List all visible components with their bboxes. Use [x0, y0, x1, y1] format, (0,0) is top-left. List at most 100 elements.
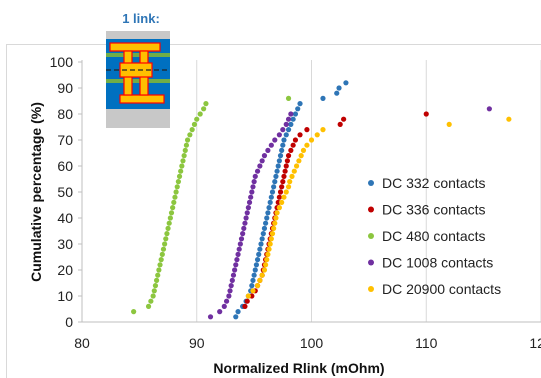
data-point	[175, 179, 181, 185]
data-point	[279, 147, 285, 153]
y-tick-label: 20	[57, 262, 73, 278]
data-point	[263, 220, 269, 226]
data-point	[131, 309, 137, 315]
data-point	[164, 231, 170, 237]
data-point	[336, 85, 342, 91]
data-point	[265, 210, 271, 216]
data-point	[277, 189, 284, 195]
data-point	[150, 293, 156, 299]
data-point	[187, 132, 193, 138]
data-point	[300, 147, 307, 153]
data-point	[166, 220, 172, 226]
inset-title: 1 link:	[122, 11, 160, 26]
x-tick-label: 90	[189, 335, 205, 351]
data-point	[158, 257, 164, 263]
y-tick-label: 100	[50, 54, 74, 70]
data-point	[290, 142, 296, 148]
data-point	[155, 272, 161, 278]
legend-label: DC 480 contacts	[382, 228, 486, 244]
data-point	[244, 298, 250, 304]
data-point	[237, 241, 243, 247]
data-point	[295, 106, 301, 112]
data-point	[261, 225, 268, 231]
data-point	[277, 153, 284, 159]
data-point	[245, 293, 251, 299]
data-point	[242, 220, 248, 226]
data-point	[250, 288, 256, 294]
data-point	[279, 184, 285, 190]
x-tick-label: 110	[415, 335, 438, 351]
data-point	[268, 142, 274, 148]
x-tick-label: 100	[300, 335, 324, 351]
data-point	[183, 142, 190, 148]
data-point	[248, 194, 254, 200]
legend-label: DC 1008 contacts	[382, 255, 493, 271]
data-point	[238, 236, 245, 242]
data-point	[232, 267, 238, 273]
data-point	[284, 158, 291, 164]
data-point	[156, 267, 162, 273]
x-tick-label: 120	[529, 335, 541, 351]
data-point	[273, 215, 279, 221]
data-point	[272, 179, 278, 185]
legend-label: DC 336 contacts	[382, 202, 486, 218]
data-point	[281, 173, 287, 179]
data-point	[145, 303, 152, 309]
y-tick-label: 90	[57, 80, 73, 96]
data-point	[263, 262, 269, 268]
data-point	[259, 158, 265, 164]
data-point	[257, 246, 263, 252]
legend-label: DC 332 contacts	[382, 175, 486, 191]
data-point	[162, 241, 168, 247]
data-point	[265, 251, 271, 257]
data-point	[283, 121, 289, 127]
data-point	[265, 147, 271, 153]
data-point	[308, 137, 315, 143]
data-point	[276, 205, 282, 211]
data-point	[207, 314, 214, 320]
data-point	[182, 147, 188, 153]
contact-center	[119, 62, 153, 78]
data-point	[201, 106, 207, 112]
data-point	[264, 215, 270, 221]
data-point	[285, 95, 292, 101]
data-point	[250, 277, 256, 283]
data-point	[160, 246, 167, 252]
data-point	[290, 116, 296, 122]
data-point	[194, 116, 200, 122]
data-point	[285, 127, 292, 133]
legend-marker	[368, 286, 374, 292]
data-point	[266, 246, 272, 252]
data-point	[285, 116, 292, 122]
data-point	[229, 277, 235, 283]
data-point	[227, 288, 233, 294]
data-point	[283, 189, 289, 195]
data-point	[203, 101, 209, 107]
data-point	[157, 262, 163, 268]
data-point	[234, 257, 240, 263]
data-point	[189, 127, 195, 133]
data-point	[276, 158, 282, 164]
data-point	[292, 111, 299, 117]
data-point	[151, 288, 157, 294]
data-point	[254, 257, 261, 263]
data-point	[148, 298, 154, 304]
data-point	[256, 251, 262, 257]
data-point	[252, 173, 258, 179]
contact-link-diagram	[106, 31, 170, 128]
link-bar-bottom	[119, 94, 165, 104]
data-point	[272, 137, 278, 143]
data-point	[176, 173, 183, 179]
data-point	[285, 184, 292, 190]
data-point	[178, 168, 184, 174]
data-point	[191, 121, 198, 127]
data-point	[180, 158, 186, 164]
legend-marker	[368, 206, 374, 213]
y-tick-label: 10	[57, 288, 73, 304]
data-point	[217, 309, 223, 315]
axes: 0 10 20 30 40 50 60 70 80 90 100 80 90 100 110 120	[50, 54, 541, 351]
data-point	[268, 236, 274, 242]
data-point	[283, 163, 289, 169]
y-tick-label: 50	[57, 184, 73, 200]
data-point	[261, 153, 268, 159]
